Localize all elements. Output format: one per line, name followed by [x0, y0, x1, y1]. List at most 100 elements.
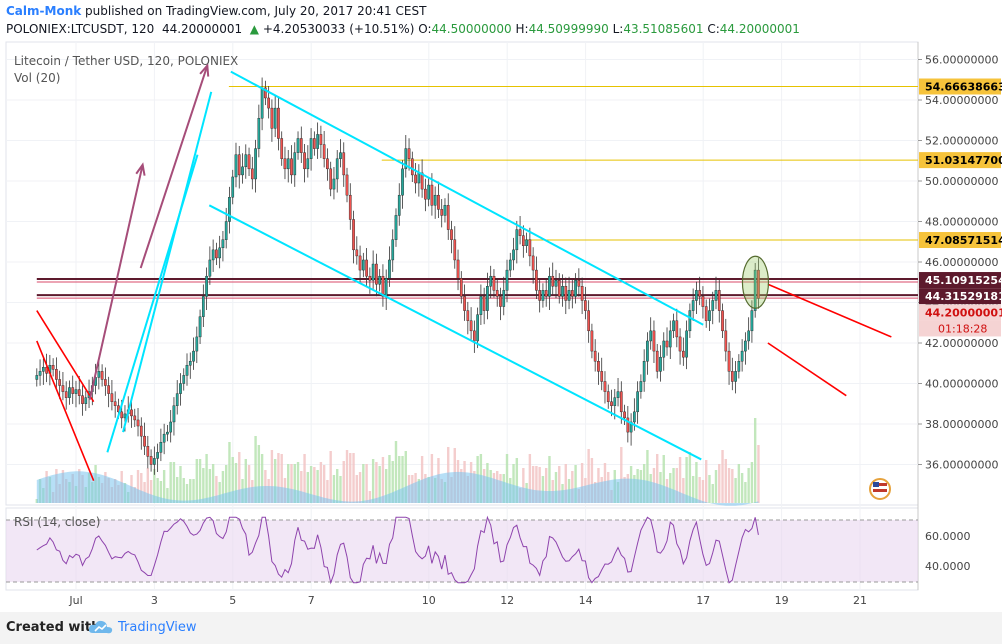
candle-body [499, 296, 502, 307]
candle-body [273, 107, 277, 129]
volume-bar [401, 456, 404, 503]
volume-bar [698, 477, 701, 503]
volume-bar [270, 450, 274, 503]
candle-body [45, 367, 48, 374]
volume-bar [620, 447, 623, 503]
volume-bar [287, 464, 290, 503]
price-label: 45.10915254 [925, 274, 1002, 287]
volume-bar [528, 454, 532, 503]
volume-bar [153, 469, 156, 503]
candle-body [714, 290, 718, 301]
candle-body [391, 239, 395, 261]
candle-body [685, 330, 688, 358]
publish-info: published on TradingView.com, July 20, 2… [85, 4, 427, 18]
candle-body [561, 286, 564, 297]
volume-bar [512, 464, 515, 503]
volume-bar [349, 453, 352, 503]
volume-bar [231, 457, 234, 503]
volume-bar [166, 488, 169, 503]
candle-body [541, 290, 545, 301]
volume-bar [329, 451, 332, 503]
volume-bar [300, 471, 303, 503]
candle-body [55, 369, 58, 380]
price-chart[interactable]: 36.00000000 38.00000000 40.00000000 42.0000… [0, 0, 1002, 612]
candle-body [270, 107, 274, 129]
candle-body [564, 286, 568, 301]
channel-line [122, 91, 213, 433]
volume-bar [162, 470, 166, 503]
y-tick-label: 42.00000000 [925, 337, 998, 350]
candle-body [221, 239, 225, 249]
candle-body [688, 310, 692, 332]
volume-bar [176, 477, 179, 503]
candle-body [649, 330, 653, 342]
rsi-line [36, 515, 759, 585]
volume-bar [169, 462, 172, 503]
tradingview-cloud-icon[interactable] [88, 618, 114, 638]
volume-bar [234, 463, 238, 503]
candle-body [473, 330, 476, 342]
candle-body [521, 235, 525, 247]
volume-bar [306, 472, 310, 503]
candle-body [574, 280, 577, 297]
volume-bar [273, 459, 277, 503]
candle-body [322, 144, 326, 159]
candle-body [260, 87, 264, 119]
candle-body [224, 221, 228, 240]
candle-body [753, 269, 757, 311]
volume-bar [352, 453, 355, 503]
volume-bar [244, 459, 247, 503]
price-label: 51.03147700 [925, 154, 1002, 167]
volume-bar [293, 464, 296, 503]
candle-body [711, 300, 715, 311]
up-arrow-icon: ▲ [249, 22, 259, 36]
candle-body [554, 280, 558, 287]
trend-line-red [767, 283, 892, 338]
x-tick-label: 14 [579, 594, 593, 607]
y-tick-label: 46.00000000 [925, 256, 998, 269]
y-tick-label: 54.00000000 [925, 94, 998, 107]
candle-body [264, 87, 267, 99]
candle-body [450, 229, 453, 240]
candle-body [629, 421, 633, 433]
candle-body [626, 417, 630, 433]
candle-body [188, 361, 192, 366]
candle-body [156, 452, 159, 459]
candle-body [231, 176, 235, 198]
candle-body [61, 385, 65, 392]
candle-body [515, 229, 519, 251]
volume-bar [580, 463, 584, 503]
tradingview-brand-link[interactable]: TradingView [118, 620, 197, 635]
volume-bar [535, 466, 538, 503]
candle-body [414, 174, 417, 184]
candle-body [296, 138, 300, 153]
volume-bar [750, 462, 754, 503]
volume-bar [398, 456, 401, 503]
candle-body [81, 395, 84, 404]
volume-bar [205, 454, 208, 503]
candle-body [695, 290, 698, 301]
rsi-legend: RSI (14, close) [14, 515, 101, 529]
volume-bar [280, 454, 283, 503]
volume-bar [672, 468, 675, 503]
candle-body [250, 168, 254, 180]
volume-bar [724, 459, 727, 503]
candle-body [166, 431, 169, 435]
volume-bar [355, 475, 359, 503]
volume-bar [211, 464, 215, 503]
volume-bar [221, 471, 225, 503]
candle-body [113, 401, 117, 406]
candle-body [175, 393, 179, 406]
candle-body [482, 296, 486, 311]
volume-bar [189, 479, 192, 503]
candle-body [675, 320, 679, 338]
candle-body [672, 320, 675, 332]
candle-body [570, 290, 574, 297]
author-link[interactable]: Calm-Monk [6, 4, 82, 18]
volume-bar [277, 453, 280, 503]
candle-body [508, 259, 512, 271]
rsi-tick-label: 60.0000 [925, 530, 971, 543]
candle-body [195, 336, 199, 352]
y-tick-label: 38.00000000 [925, 418, 998, 431]
volume-bar [682, 478, 685, 503]
